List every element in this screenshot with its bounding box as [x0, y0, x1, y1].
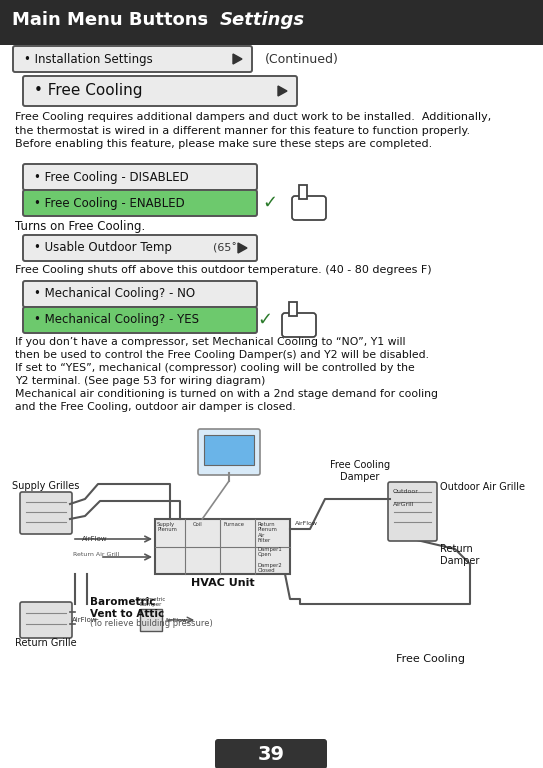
FancyBboxPatch shape — [23, 76, 297, 106]
Text: ✓: ✓ — [262, 194, 277, 212]
Text: • Free Cooling - DISABLED: • Free Cooling - DISABLED — [34, 170, 189, 184]
FancyBboxPatch shape — [198, 429, 260, 475]
Text: Free Cooling requires additional dampers and duct work to be installed.  Additio: Free Cooling requires additional dampers… — [15, 112, 491, 149]
Text: • Installation Settings: • Installation Settings — [24, 52, 153, 65]
Text: Damper2
Closed: Damper2 Closed — [258, 563, 283, 574]
Text: Air
Filter: Air Filter — [258, 533, 272, 544]
Text: Settings: Settings — [220, 11, 305, 29]
FancyBboxPatch shape — [292, 196, 326, 220]
Text: Outdoor Air Grille: Outdoor Air Grille — [440, 482, 525, 492]
FancyBboxPatch shape — [282, 313, 316, 337]
Text: • Mechanical Cooling? - NO: • Mechanical Cooling? - NO — [34, 287, 195, 300]
Text: AirFlow: AirFlow — [82, 536, 108, 542]
Text: HVAC Unit: HVAC Unit — [191, 578, 254, 588]
Text: If you don’t have a compressor, set Mechanical Cooling to “NO”, Y1 will
then be : If you don’t have a compressor, set Mech… — [15, 337, 438, 412]
FancyBboxPatch shape — [0, 0, 543, 45]
Text: Supply
Plenum: Supply Plenum — [157, 522, 177, 532]
Text: -: - — [194, 11, 220, 29]
Text: Damper1
Open: Damper1 Open — [258, 547, 283, 558]
FancyBboxPatch shape — [20, 602, 72, 638]
Text: 39: 39 — [257, 744, 285, 763]
Text: Barometric
Vent to Attic: Barometric Vent to Attic — [90, 597, 164, 618]
Text: Barometric
Damper: Barometric Damper — [136, 597, 166, 607]
Text: ✓: ✓ — [257, 311, 273, 329]
Text: Coil: Coil — [193, 522, 203, 527]
Text: Return
Damper: Return Damper — [440, 544, 479, 567]
Polygon shape — [238, 243, 247, 253]
Text: • Free Cooling: • Free Cooling — [34, 84, 142, 98]
Text: Turns on Free Cooling.: Turns on Free Cooling. — [15, 220, 145, 233]
Text: • Usable Outdoor Temp: • Usable Outdoor Temp — [34, 241, 172, 254]
Text: AirFlow: AirFlow — [295, 521, 318, 526]
Text: Free Cooling: Free Cooling — [395, 654, 464, 664]
Text: AirFlow: AirFlow — [165, 617, 188, 623]
FancyBboxPatch shape — [23, 190, 257, 216]
Text: Outdoor: Outdoor — [393, 489, 419, 494]
Bar — [140, 609, 162, 631]
FancyBboxPatch shape — [20, 492, 72, 534]
Text: AirGrill: AirGrill — [393, 502, 414, 507]
Text: Free Cooling
Damper: Free Cooling Damper — [330, 460, 390, 482]
Polygon shape — [233, 54, 242, 64]
FancyBboxPatch shape — [388, 482, 437, 541]
FancyBboxPatch shape — [23, 164, 257, 190]
FancyBboxPatch shape — [13, 46, 252, 72]
Text: (To relieve building pressure): (To relieve building pressure) — [90, 619, 213, 628]
FancyBboxPatch shape — [215, 739, 327, 768]
Text: Return Grille: Return Grille — [15, 638, 77, 648]
Text: (65˚): (65˚) — [213, 243, 241, 253]
Text: Return Air Grill: Return Air Grill — [73, 552, 119, 557]
Bar — [204, 435, 254, 465]
Text: AirFlow: AirFlow — [72, 617, 98, 623]
Text: Free Cooling shuts off above this outdoor temperature. (40 - 80 degrees F): Free Cooling shuts off above this outdoo… — [15, 265, 432, 275]
Bar — [155, 519, 290, 574]
Text: Supply Grilles: Supply Grilles — [12, 481, 80, 491]
FancyBboxPatch shape — [23, 307, 257, 333]
Text: Furnace: Furnace — [223, 522, 244, 527]
Polygon shape — [289, 302, 297, 316]
Text: • Mechanical Cooling? - YES: • Mechanical Cooling? - YES — [34, 313, 199, 326]
Text: • Free Cooling - ENABLED: • Free Cooling - ENABLED — [34, 197, 185, 210]
Text: Main Menu Buttons: Main Menu Buttons — [12, 11, 208, 29]
FancyBboxPatch shape — [23, 235, 257, 261]
Polygon shape — [278, 86, 287, 96]
Text: Return
Plenum: Return Plenum — [258, 522, 278, 532]
Text: (Continued): (Continued) — [265, 52, 339, 65]
Polygon shape — [299, 185, 307, 199]
FancyBboxPatch shape — [23, 281, 257, 307]
